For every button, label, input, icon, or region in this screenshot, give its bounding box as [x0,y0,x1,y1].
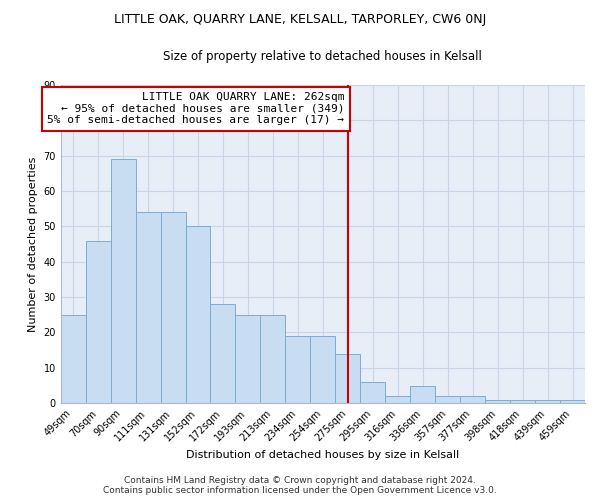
Bar [535,400,560,403]
Bar [435,396,460,403]
Bar [460,396,485,403]
Bar [485,400,510,403]
Bar [161,212,185,403]
Bar [335,354,360,403]
Bar [510,400,535,403]
Bar [211,304,235,403]
Text: Contains HM Land Registry data © Crown copyright and database right 2024.
Contai: Contains HM Land Registry data © Crown c… [103,476,497,495]
Title: Size of property relative to detached houses in Kelsall: Size of property relative to detached ho… [163,50,482,63]
Bar [86,240,110,403]
Bar [185,226,211,403]
Bar [235,315,260,403]
Bar [286,336,310,403]
Bar [136,212,161,403]
Y-axis label: Number of detached properties: Number of detached properties [28,156,38,332]
Bar [385,396,410,403]
Text: LITTLE OAK, QUARRY LANE, KELSALL, TARPORLEY, CW6 0NJ: LITTLE OAK, QUARRY LANE, KELSALL, TARPOR… [114,12,486,26]
Text: LITTLE OAK QUARRY LANE: 262sqm
← 95% of detached houses are smaller (349)
5% of : LITTLE OAK QUARRY LANE: 262sqm ← 95% of … [47,92,344,126]
Bar [260,315,286,403]
Bar [410,386,435,403]
Bar [560,400,585,403]
Bar [310,336,335,403]
Bar [110,159,136,403]
Bar [360,382,385,403]
X-axis label: Distribution of detached houses by size in Kelsall: Distribution of detached houses by size … [186,450,460,460]
Bar [61,315,86,403]
